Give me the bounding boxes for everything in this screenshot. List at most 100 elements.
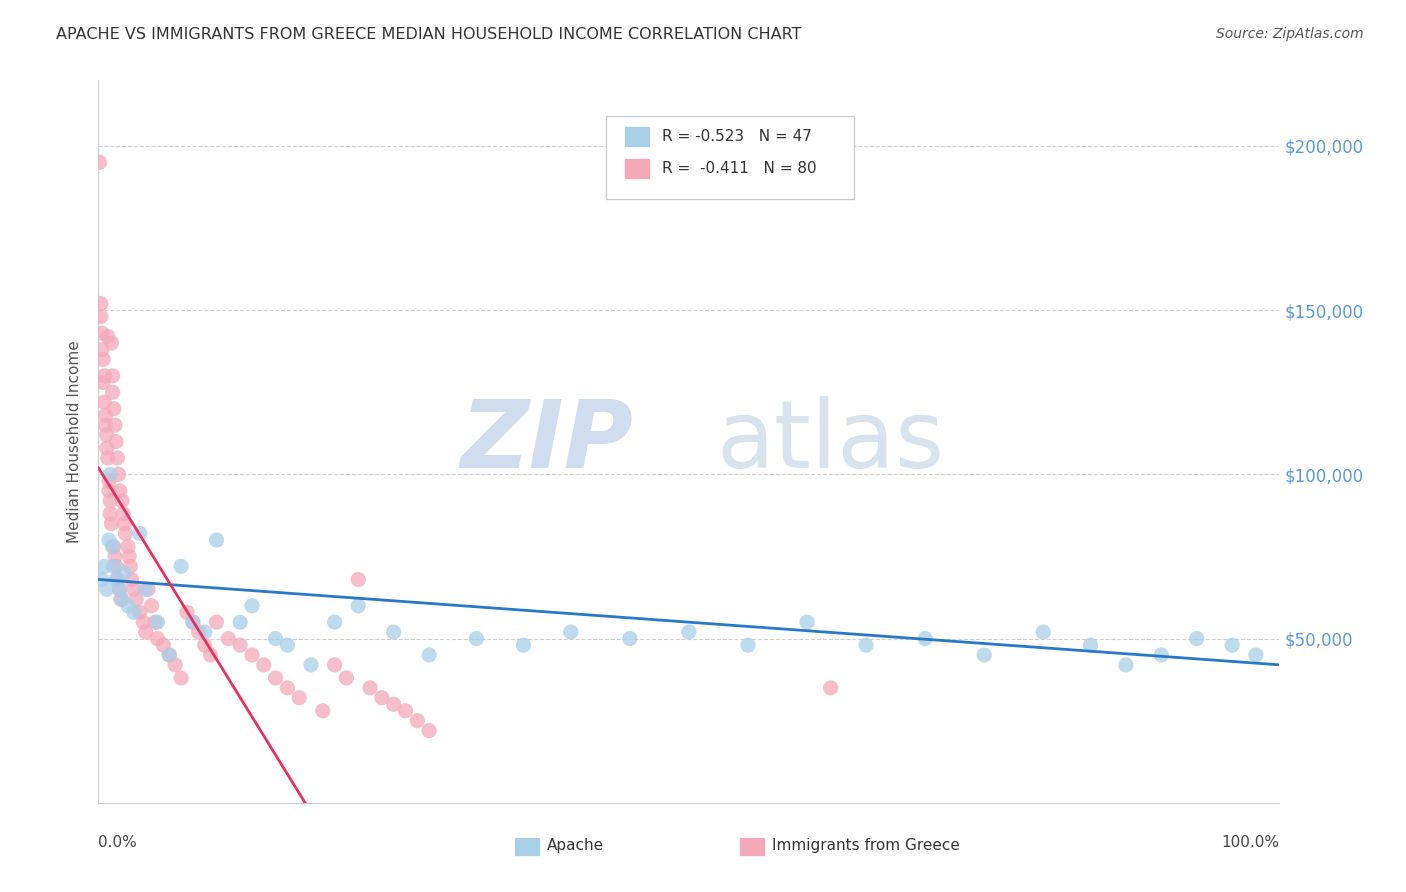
- Point: [347, 599, 370, 613]
- Point: [93, 559, 115, 574]
- Point: [406, 714, 429, 728]
- Text: R = -0.523   N = 47: R = -0.523 N = 47: [662, 129, 811, 145]
- Point: [796, 615, 818, 630]
- Point: [90, 296, 112, 310]
- Point: [973, 648, 995, 662]
- Point: [117, 540, 139, 554]
- Point: [1220, 638, 1243, 652]
- Point: [323, 615, 346, 630]
- Point: [128, 526, 150, 541]
- Point: [105, 434, 128, 449]
- Point: [217, 632, 239, 646]
- Point: [176, 605, 198, 619]
- Point: [512, 638, 534, 652]
- Point: [120, 559, 142, 574]
- Point: [93, 368, 115, 383]
- Point: [91, 376, 114, 390]
- Point: [105, 573, 128, 587]
- Y-axis label: Median Household Income: Median Household Income: [67, 340, 83, 543]
- Point: [103, 401, 125, 416]
- Point: [98, 483, 121, 498]
- Point: [141, 599, 163, 613]
- Point: [91, 343, 114, 357]
- Point: [105, 450, 128, 465]
- Point: [111, 592, 134, 607]
- Point: [394, 704, 416, 718]
- Point: [104, 549, 127, 564]
- Point: [112, 516, 135, 531]
- Point: [619, 632, 641, 646]
- Point: [101, 385, 124, 400]
- Point: [89, 155, 111, 169]
- Point: [117, 599, 139, 613]
- Point: [253, 657, 276, 672]
- Text: Source: ZipAtlas.com: Source: ZipAtlas.com: [1216, 27, 1364, 41]
- Point: [100, 516, 122, 531]
- Point: [110, 592, 132, 607]
- Text: R =  -0.411   N = 80: R = -0.411 N = 80: [662, 161, 817, 176]
- Point: [170, 559, 193, 574]
- Point: [914, 632, 936, 646]
- Point: [94, 409, 117, 423]
- Point: [382, 625, 405, 640]
- FancyBboxPatch shape: [624, 126, 650, 147]
- Point: [347, 573, 370, 587]
- FancyBboxPatch shape: [624, 158, 650, 179]
- Point: [90, 310, 112, 324]
- Point: [1080, 638, 1102, 652]
- Point: [855, 638, 877, 652]
- Point: [205, 533, 228, 547]
- Point: [93, 395, 115, 409]
- FancyBboxPatch shape: [606, 117, 855, 200]
- Point: [678, 625, 700, 640]
- Point: [114, 526, 136, 541]
- Point: [1244, 648, 1267, 662]
- Point: [128, 605, 150, 619]
- Point: [98, 493, 121, 508]
- Point: [146, 615, 169, 630]
- Point: [105, 559, 128, 574]
- Point: [112, 507, 135, 521]
- Point: [135, 625, 157, 640]
- Point: [152, 638, 174, 652]
- Point: [143, 615, 166, 630]
- Point: [103, 540, 125, 554]
- Point: [136, 582, 159, 597]
- Point: [146, 632, 169, 646]
- Text: Apache: Apache: [547, 838, 605, 853]
- Point: [122, 605, 145, 619]
- Point: [181, 615, 204, 630]
- Point: [118, 549, 141, 564]
- Point: [97, 450, 120, 465]
- Point: [103, 559, 125, 574]
- Point: [288, 690, 311, 705]
- Point: [359, 681, 381, 695]
- Point: [1150, 648, 1173, 662]
- Point: [107, 467, 129, 482]
- Point: [98, 533, 121, 547]
- Point: [299, 657, 322, 672]
- Point: [112, 566, 135, 580]
- Point: [264, 671, 287, 685]
- Point: [108, 582, 131, 597]
- Text: ZIP: ZIP: [461, 395, 634, 488]
- Point: [418, 723, 440, 738]
- Point: [312, 704, 335, 718]
- Point: [101, 368, 124, 383]
- Point: [229, 615, 252, 630]
- Point: [97, 329, 120, 343]
- Point: [276, 681, 298, 695]
- Point: [91, 352, 114, 367]
- Point: [98, 467, 121, 482]
- Point: [157, 648, 180, 662]
- Point: [101, 540, 124, 554]
- Point: [96, 441, 118, 455]
- Point: [165, 657, 187, 672]
- Point: [187, 625, 209, 640]
- Point: [98, 474, 121, 488]
- Point: [560, 625, 582, 640]
- Point: [194, 625, 217, 640]
- Point: [157, 648, 180, 662]
- Point: [135, 582, 157, 597]
- Point: [122, 582, 145, 597]
